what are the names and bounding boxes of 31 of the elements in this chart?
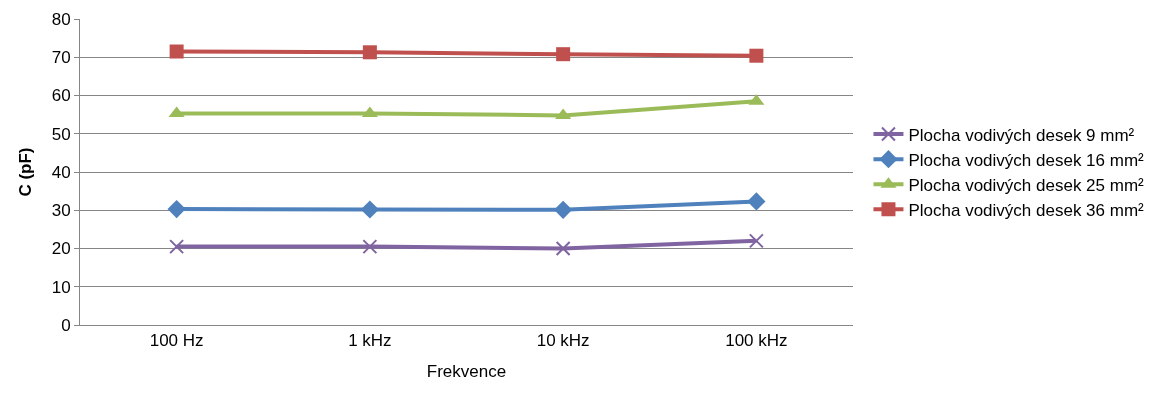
legend-label: Plocha vodivých desek 36 mm²	[908, 200, 1145, 220]
point	[362, 45, 377, 60]
point	[554, 200, 573, 219]
point	[167, 200, 186, 219]
point	[555, 241, 571, 256]
y-tick-label: 60	[51, 86, 71, 106]
y-tick-label: 70	[51, 48, 71, 68]
y-tick-label: 20	[51, 239, 71, 259]
x-tick-label: 1 kHz	[348, 331, 392, 351]
point	[747, 192, 766, 211]
legend-label: Plocha vodivých desek 9 mm²	[908, 125, 1135, 145]
y-tick-label: 40	[51, 162, 71, 182]
x-tick-label: 100 kHz	[725, 331, 788, 351]
x-axis-title: Frekvence	[426, 361, 507, 381]
y-tick-label: 50	[51, 124, 71, 144]
point	[360, 200, 379, 219]
y-tick-label: 80	[51, 9, 71, 29]
point	[749, 48, 764, 63]
point	[169, 44, 184, 59]
y-tick-label: 0	[61, 315, 71, 335]
y-axis-title: C (pF)	[16, 147, 36, 197]
point	[362, 239, 378, 255]
x-tick-label: 10 kHz	[536, 331, 590, 351]
point	[169, 239, 185, 255]
point	[556, 47, 571, 62]
legend-label: Plocha vodivých desek 25 mm²	[908, 175, 1145, 195]
y-tick-label: 10	[51, 277, 71, 297]
legend-label: Plocha vodivých desek 16 mm²	[908, 150, 1145, 170]
y-tick-label: 30	[51, 201, 71, 221]
point	[748, 233, 764, 249]
x-tick-label: 100 Hz	[149, 331, 204, 351]
